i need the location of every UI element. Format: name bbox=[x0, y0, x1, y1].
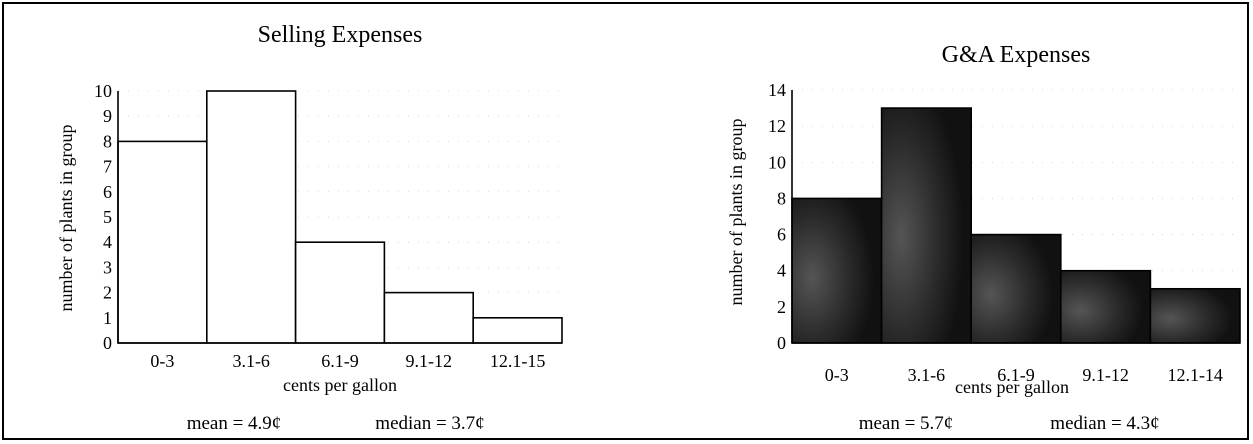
y-tick-label: 1 bbox=[103, 308, 112, 328]
mean-stat: mean = 4.9¢ bbox=[187, 413, 282, 434]
y-tick-label: 0 bbox=[103, 333, 112, 353]
chart-title: Selling Expenses bbox=[258, 22, 423, 48]
y-tick-label: 6 bbox=[103, 182, 112, 202]
y-tick-label: 4 bbox=[777, 261, 786, 281]
median-stat: median = 3.7¢ bbox=[375, 413, 484, 434]
x-tick-label: 3.1-6 bbox=[232, 351, 270, 371]
x-axis-label: cents per gallon bbox=[283, 375, 397, 395]
selling-expenses-chart: Selling Expenses number of plants in gro… bbox=[56, 22, 563, 434]
y-tick-label: 14 bbox=[768, 80, 786, 100]
y-tick-label: 12 bbox=[768, 116, 786, 136]
y-tick-label: 9 bbox=[103, 106, 112, 126]
chart-title: G&A Expenses bbox=[942, 42, 1091, 68]
y-tick-label: 2 bbox=[103, 283, 112, 303]
bar-0-3 bbox=[791, 197, 883, 344]
x-tick-label: 9.1-12 bbox=[406, 351, 453, 371]
y-tick-label: 7 bbox=[103, 157, 112, 177]
bar-12.1-14 bbox=[1149, 287, 1241, 344]
x-tick-label: 6.1-9 bbox=[997, 365, 1035, 385]
y-tick-label: 0 bbox=[777, 333, 786, 353]
x-tick-label: 3.1-6 bbox=[908, 365, 946, 385]
y-tick-label: 6 bbox=[777, 225, 786, 245]
y-tick-label: 5 bbox=[103, 207, 112, 227]
bar-9.1-12 bbox=[1060, 269, 1152, 344]
x-axis-label: cents per gallon bbox=[955, 377, 1069, 397]
mean-stat: mean = 5.7¢ bbox=[859, 413, 954, 434]
y-tick-label: 4 bbox=[103, 232, 112, 252]
x-tick-label: 0-3 bbox=[825, 365, 849, 385]
y-tick-label: 3 bbox=[103, 257, 112, 277]
bar-3.1-6 bbox=[206, 90, 297, 344]
y-axis-label: number of plants in group bbox=[56, 125, 76, 312]
y-tick-label: 8 bbox=[103, 131, 112, 151]
y-axis-label: number of plants in group bbox=[726, 119, 746, 306]
x-tick-label: 12.1-15 bbox=[490, 351, 546, 371]
median-stat: median = 4.3¢ bbox=[1050, 413, 1159, 434]
bar-9.1-12 bbox=[383, 291, 474, 344]
x-tick-label: 0-3 bbox=[150, 351, 174, 371]
bar-6.1-9 bbox=[970, 233, 1062, 344]
bar-0-3 bbox=[117, 140, 208, 344]
x-tick-label: 9.1-12 bbox=[1082, 365, 1129, 385]
y-tick-label: 8 bbox=[777, 188, 786, 208]
x-tick-label: 6.1-9 bbox=[321, 351, 359, 371]
bar-12.1-15 bbox=[472, 316, 563, 344]
bar-3.1-6 bbox=[880, 107, 972, 344]
bar-6.1-9 bbox=[294, 241, 386, 344]
y-tick-label: 10 bbox=[768, 152, 786, 172]
ga-expenses-chart: G&A Expenses number of plants in group c… bbox=[726, 42, 1241, 434]
x-tick-label: 12.1-14 bbox=[1167, 365, 1223, 385]
y-tick-label: 10 bbox=[94, 81, 112, 101]
y-tick-label: 2 bbox=[777, 297, 786, 317]
